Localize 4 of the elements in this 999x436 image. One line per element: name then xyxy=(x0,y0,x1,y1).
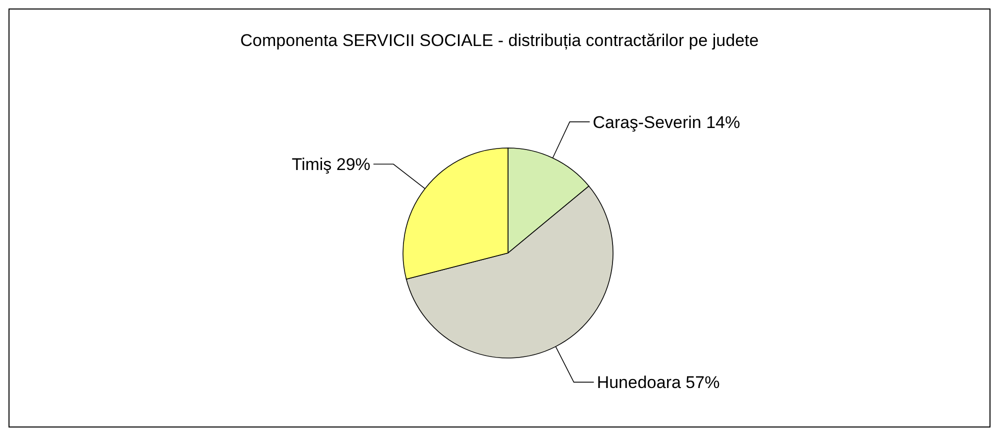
slice-label: Caraş-Severin 14% xyxy=(592,112,740,132)
chart-title: Componenta SERVICII SOCIALE - distribuția contractărilor pe judete xyxy=(240,31,759,50)
slice-label: Hunedoara 57% xyxy=(596,373,720,392)
slice-label: Timiş 29% xyxy=(292,155,370,174)
